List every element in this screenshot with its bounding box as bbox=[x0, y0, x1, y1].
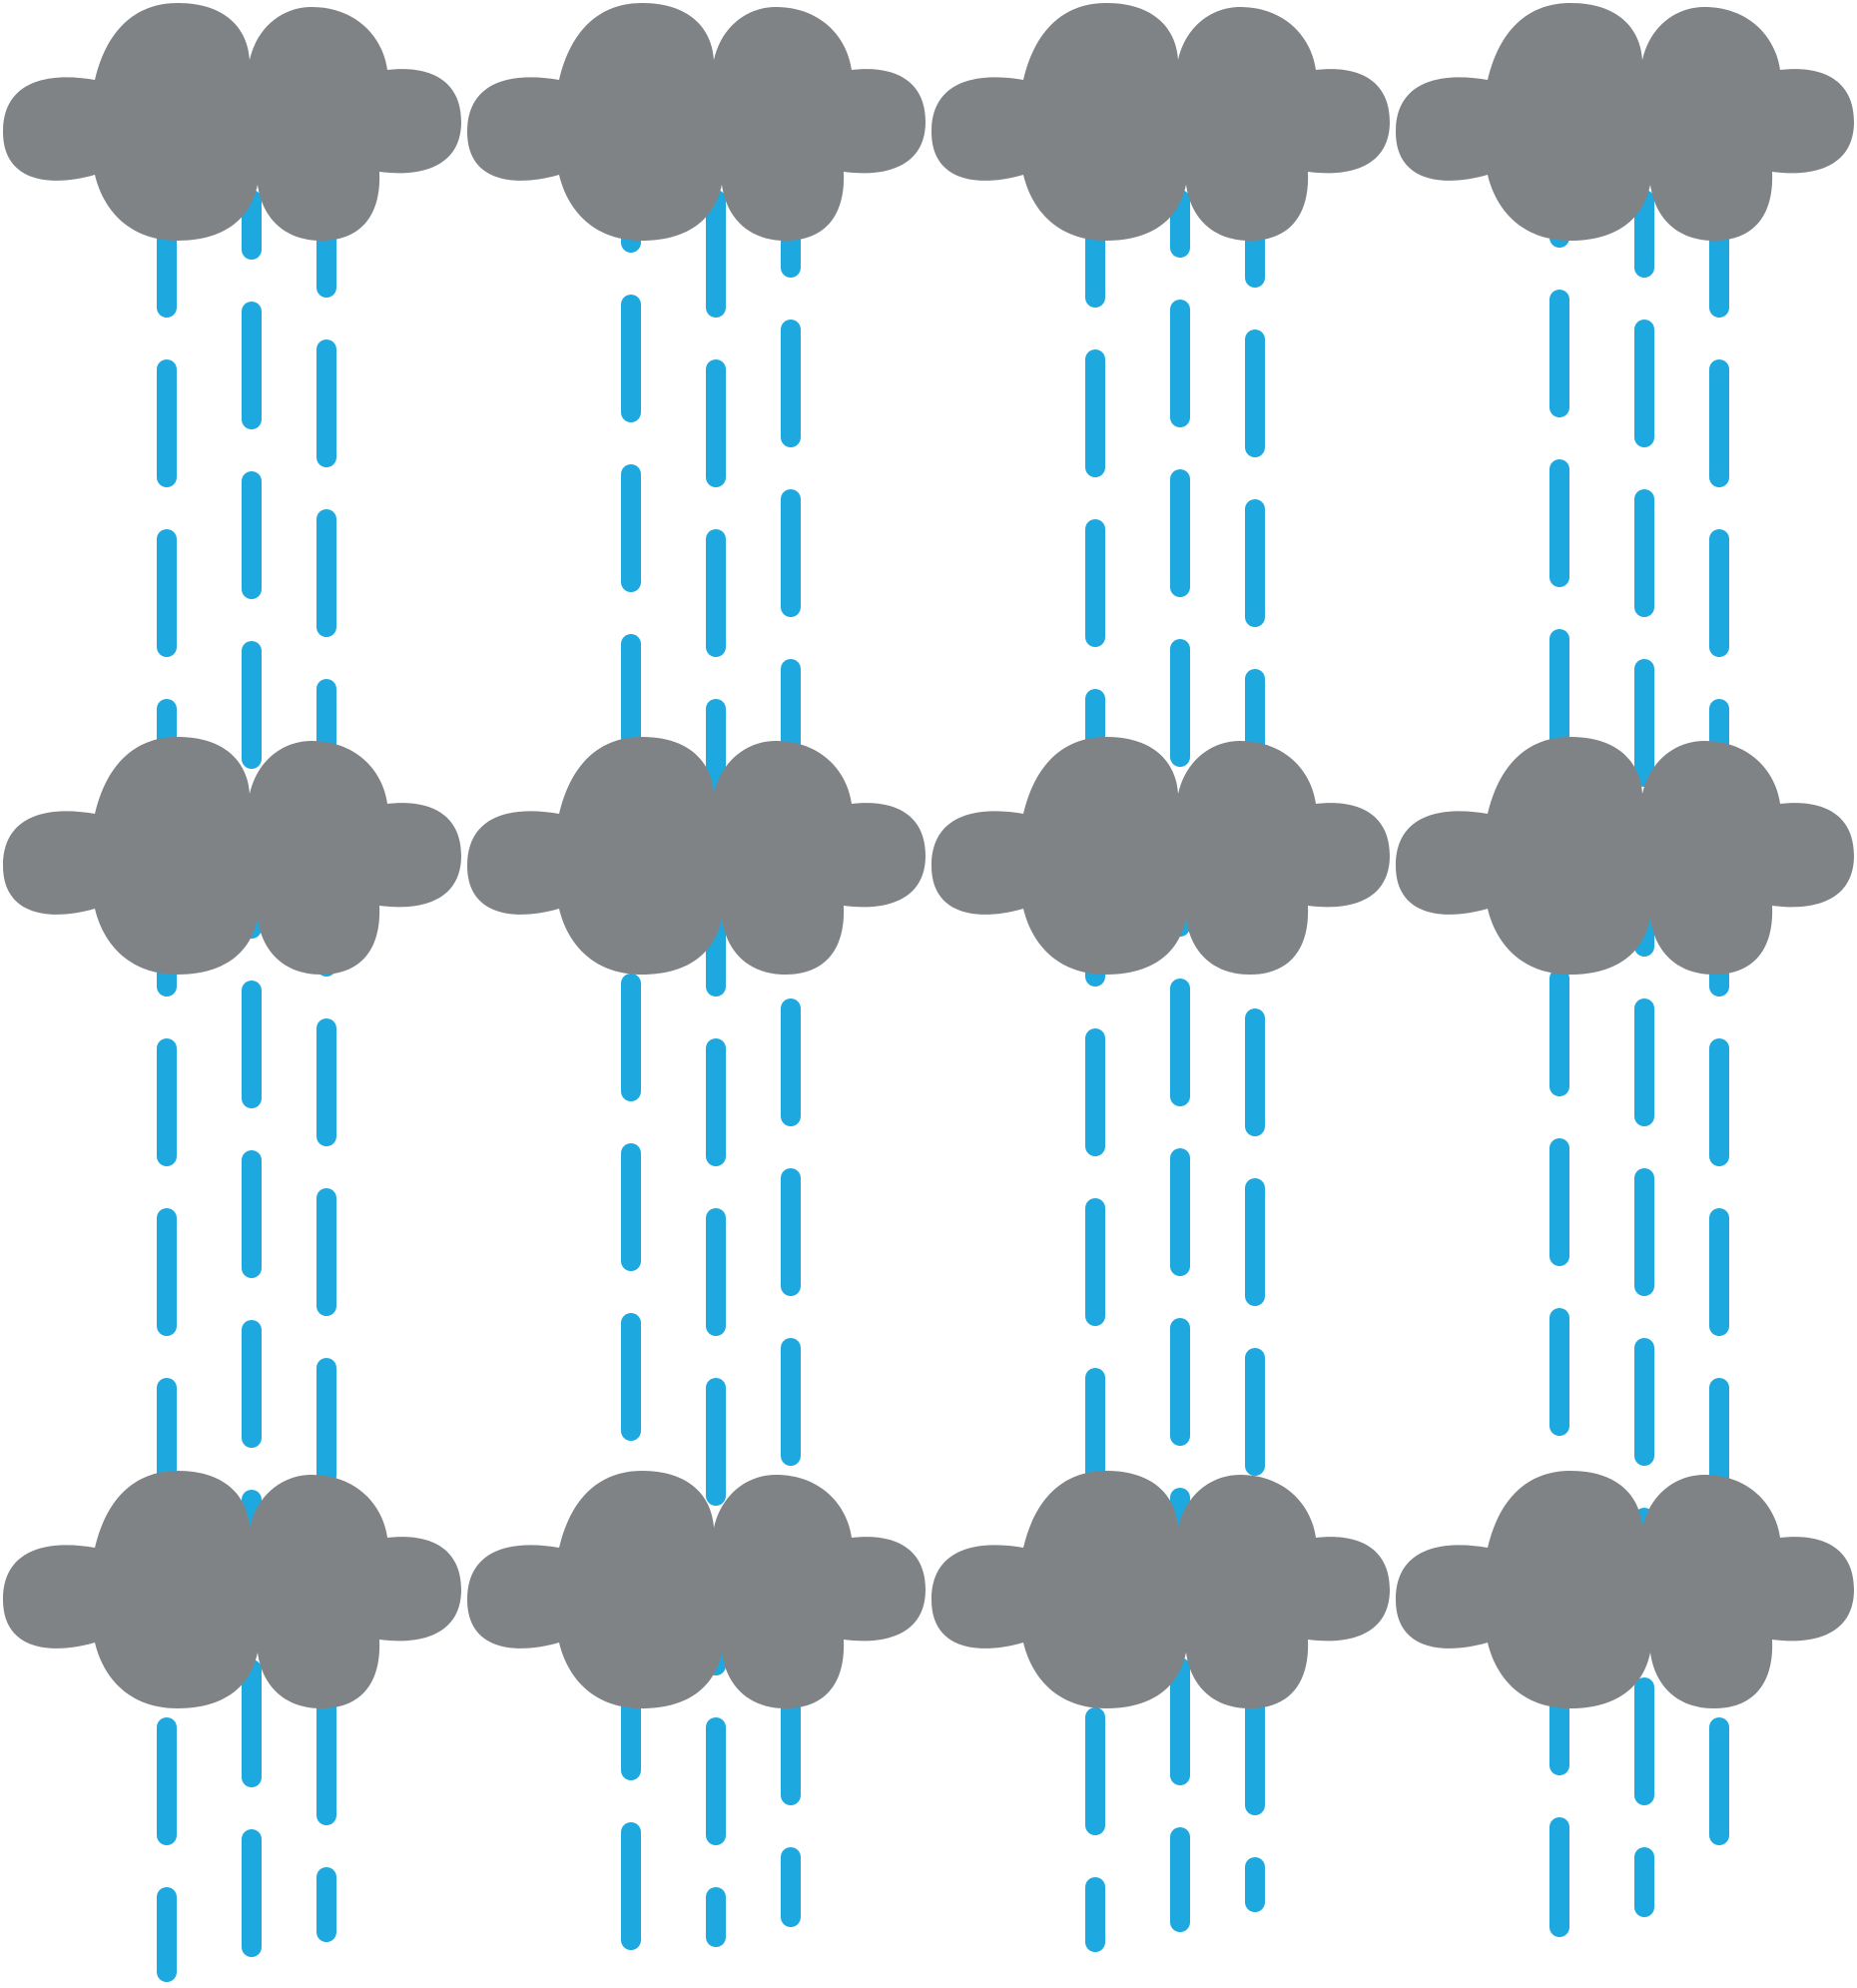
cloud-shape bbox=[467, 737, 926, 975]
cloud-icon bbox=[467, 737, 926, 975]
cloud-shape bbox=[467, 1471, 926, 1708]
cloud-shape bbox=[467, 3, 926, 241]
cloud-layer bbox=[3, 3, 1854, 1708]
rain-layer bbox=[157, 190, 1729, 1982]
cloud-shape bbox=[931, 1471, 1390, 1708]
cloud-shape bbox=[1396, 737, 1854, 975]
cloud-icon bbox=[931, 3, 1390, 241]
cloud-icon bbox=[3, 1471, 461, 1708]
cloud-shape bbox=[3, 737, 461, 975]
cloud-shape bbox=[931, 3, 1390, 241]
cloud-shape bbox=[3, 1471, 461, 1708]
cloud-shape bbox=[3, 3, 461, 241]
cloud-shape bbox=[1396, 3, 1854, 241]
cloud-shape bbox=[931, 737, 1390, 975]
cloud-icon bbox=[3, 737, 461, 975]
cloud-icon bbox=[467, 3, 926, 241]
cloud-icon bbox=[1396, 737, 1854, 975]
cloud-icon bbox=[1396, 3, 1854, 241]
cloud-shape bbox=[1396, 1471, 1854, 1708]
cloud-icon bbox=[3, 3, 461, 241]
cloud-icon bbox=[1396, 1471, 1854, 1708]
cloud-icon bbox=[467, 1471, 926, 1708]
cloud-icon bbox=[931, 737, 1390, 975]
cloud-icon bbox=[931, 1471, 1390, 1708]
